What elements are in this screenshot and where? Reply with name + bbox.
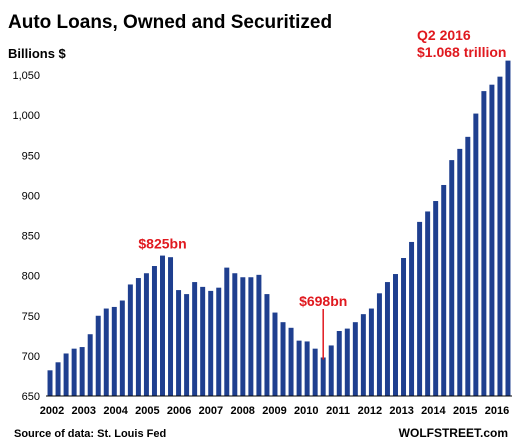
bar: [248, 277, 254, 396]
bar: [304, 341, 310, 396]
y-tick-label: 750: [22, 311, 40, 323]
bar: [384, 282, 390, 396]
x-tick-label: 2008: [230, 405, 254, 417]
annotation-label: $825bn: [138, 236, 186, 252]
x-tick-label: 2013: [389, 405, 413, 417]
brand-logo: WOLFSTREET.com: [399, 426, 508, 440]
bar: [417, 221, 423, 396]
bar: [264, 294, 270, 396]
bar: [473, 113, 479, 396]
y-tick-label: 900: [22, 190, 40, 202]
bar: [119, 300, 125, 396]
y-tick-label: 1,050: [12, 70, 40, 82]
bar: [184, 294, 190, 396]
y-tick-label: 850: [22, 231, 40, 243]
bar: [401, 258, 407, 396]
bar: [457, 148, 463, 396]
bar: [103, 308, 109, 396]
x-tick-label: 2005: [135, 405, 159, 417]
x-tick-label: 2004: [103, 405, 128, 417]
bar: [63, 353, 69, 396]
x-tick-label: 2002: [40, 405, 64, 417]
x-tick-label: 2003: [72, 405, 96, 417]
bar: [168, 257, 174, 396]
bar: [312, 348, 318, 396]
bar: [376, 293, 382, 396]
y-tick-label: 700: [22, 351, 40, 363]
bar: [497, 76, 503, 396]
bar: [368, 308, 374, 396]
bar: [481, 91, 487, 397]
y-axis: 650 700 750 800 850 900 950 1,000 1,050: [12, 70, 40, 403]
bar: [433, 201, 439, 396]
bar: [47, 370, 53, 396]
x-tick-label: 2010: [294, 405, 318, 417]
bar: [288, 327, 294, 396]
source-note: Source of data: St. Louis Fed: [14, 428, 166, 440]
bar: [320, 357, 326, 396]
x-tick-label: 2007: [199, 405, 223, 417]
x-axis: 2002 2003 2004 2005 2006 2007 2008 2009 2010 2011…: [40, 405, 509, 417]
bar: [425, 211, 431, 396]
bar: [505, 60, 511, 397]
bar: [176, 290, 182, 396]
annotations: $825bn $698bn Q2 2016$1.068 trillion: [138, 27, 506, 360]
bar: [95, 315, 101, 396]
y-axis-label: Billions $: [8, 46, 67, 61]
y-tick-label: 650: [22, 391, 40, 403]
annotation-label: Q2 2016: [417, 27, 471, 43]
x-tick-label: 2012: [358, 405, 382, 417]
bar: [489, 84, 495, 396]
bar: [232, 273, 238, 396]
bar: [352, 322, 358, 396]
bar: [87, 334, 93, 396]
bar: [208, 290, 214, 396]
bar: [360, 314, 366, 396]
y-tick-label: 950: [22, 150, 40, 162]
bar: [441, 184, 447, 396]
annotation-label: $1.068 trillion: [417, 44, 506, 60]
bar: [328, 345, 334, 396]
bar: [296, 340, 302, 396]
bar: [55, 362, 61, 396]
bar: [216, 287, 222, 396]
bar: [79, 347, 85, 396]
x-tick-label: 2016: [485, 405, 509, 417]
bar: [449, 160, 455, 396]
bar: [71, 348, 77, 396]
bar: [192, 282, 198, 396]
bars: [47, 60, 511, 397]
bar: [336, 331, 342, 396]
bar: [465, 136, 471, 396]
bar: [256, 274, 262, 396]
annotation-label: $698bn: [299, 293, 347, 309]
bar: [409, 241, 415, 396]
x-tick-label: 2009: [262, 405, 286, 417]
y-tick-label: 1,000: [12, 110, 40, 122]
x-tick-label: 2014: [421, 405, 446, 417]
bar: [200, 286, 206, 396]
bar: [127, 284, 133, 396]
bar: [393, 274, 398, 396]
bar: [143, 273, 149, 396]
bar: [272, 312, 278, 396]
bar: [151, 266, 157, 396]
bar: [135, 278, 141, 396]
x-tick-label: 2015: [453, 405, 477, 417]
bar: [344, 328, 350, 396]
bar: [111, 306, 117, 396]
x-tick-label: 2011: [326, 405, 350, 417]
bar: [224, 267, 230, 396]
y-tick-label: 800: [22, 271, 40, 283]
bar: [240, 277, 246, 396]
x-tick-label: 2006: [167, 405, 191, 417]
chart-title: Auto Loans, Owned and Securitized: [8, 12, 332, 33]
bar: [160, 255, 165, 396]
bar: [280, 322, 286, 396]
